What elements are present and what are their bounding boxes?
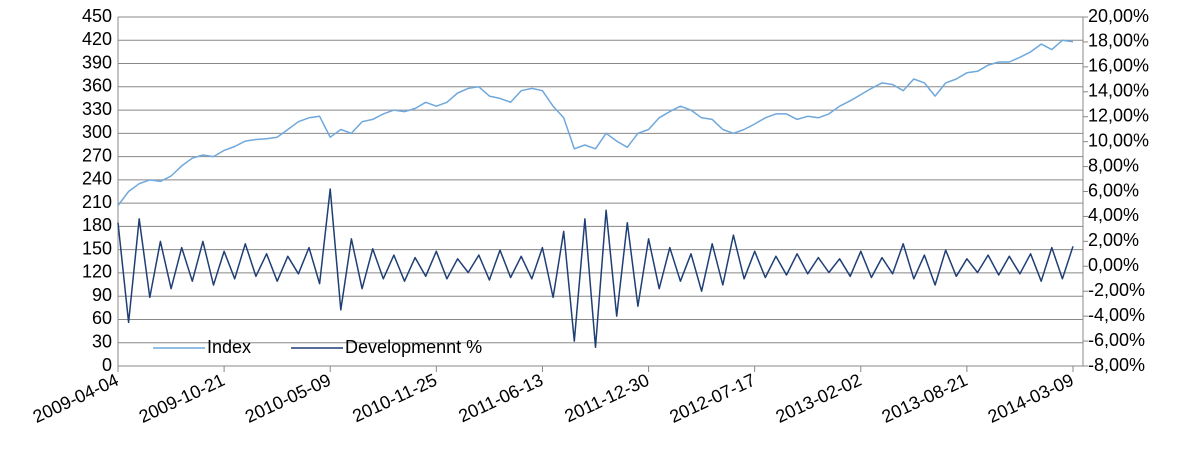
x-tick-label: 2013-08-21 xyxy=(879,370,971,427)
y-tick-label: 150 xyxy=(82,238,112,258)
series-line xyxy=(117,188,1074,349)
y-tick-label: 300 xyxy=(82,122,112,142)
y2-tick-label: 8,00% xyxy=(1088,155,1139,175)
series-line xyxy=(117,39,1074,206)
y2-tick-label: -4,00% xyxy=(1088,305,1145,325)
y2-tick-label: -6,00% xyxy=(1088,330,1145,350)
y-tick-label: 90 xyxy=(92,285,112,305)
y-tick-label: 0 xyxy=(102,355,112,375)
y2-tick-label: 0,00% xyxy=(1088,255,1139,275)
y2-tick-label: 6,00% xyxy=(1088,180,1139,200)
x-tick-label: 2010-05-09 xyxy=(242,370,334,427)
legend-label: Index xyxy=(207,337,251,357)
y-tick-label: 360 xyxy=(82,76,112,96)
y-tick-label: 330 xyxy=(82,99,112,119)
x-tick-label: 2012-07-17 xyxy=(666,370,758,427)
y2-tick-label: 14,00% xyxy=(1088,81,1149,101)
y2-tick-label: 18,00% xyxy=(1088,31,1149,51)
y-tick-label: 420 xyxy=(82,29,112,49)
y-tick-label: 450 xyxy=(82,6,112,26)
y-tick-label: 180 xyxy=(82,215,112,235)
y2-tick-label: 12,00% xyxy=(1088,105,1149,125)
y2-tick-label: -8,00% xyxy=(1088,355,1145,375)
x-tick-label: 2014-03-09 xyxy=(985,370,1077,427)
y2-tick-label: 4,00% xyxy=(1088,205,1139,225)
x-tick-label: 2011-12-30 xyxy=(562,370,653,426)
y-tick-label: 240 xyxy=(82,169,112,189)
y-tick-label: 120 xyxy=(82,262,112,282)
legend-label: Developmennt % xyxy=(345,337,482,357)
y2-tick-label: 16,00% xyxy=(1088,56,1149,76)
x-tick-label: 2013-02-02 xyxy=(773,370,865,427)
x-tick-label: 2010-11-25 xyxy=(349,370,440,426)
y2-tick-label: 2,00% xyxy=(1088,230,1139,250)
y2-tick-label: 20,00% xyxy=(1088,6,1149,26)
y2-tick-label: 10,00% xyxy=(1088,130,1149,150)
y2-tick-label: -2,00% xyxy=(1088,280,1145,300)
x-tick-label: 2011-06-13 xyxy=(455,370,546,426)
y-tick-label: 210 xyxy=(82,192,112,212)
y-tick-label: 30 xyxy=(92,331,112,351)
y-tick-label: 390 xyxy=(82,52,112,72)
y-tick-label: 60 xyxy=(92,308,112,328)
x-tick-label: 2009-04-04 xyxy=(30,370,122,427)
y-tick-label: 270 xyxy=(82,145,112,165)
x-tick-label: 2009-10-21 xyxy=(136,370,228,427)
